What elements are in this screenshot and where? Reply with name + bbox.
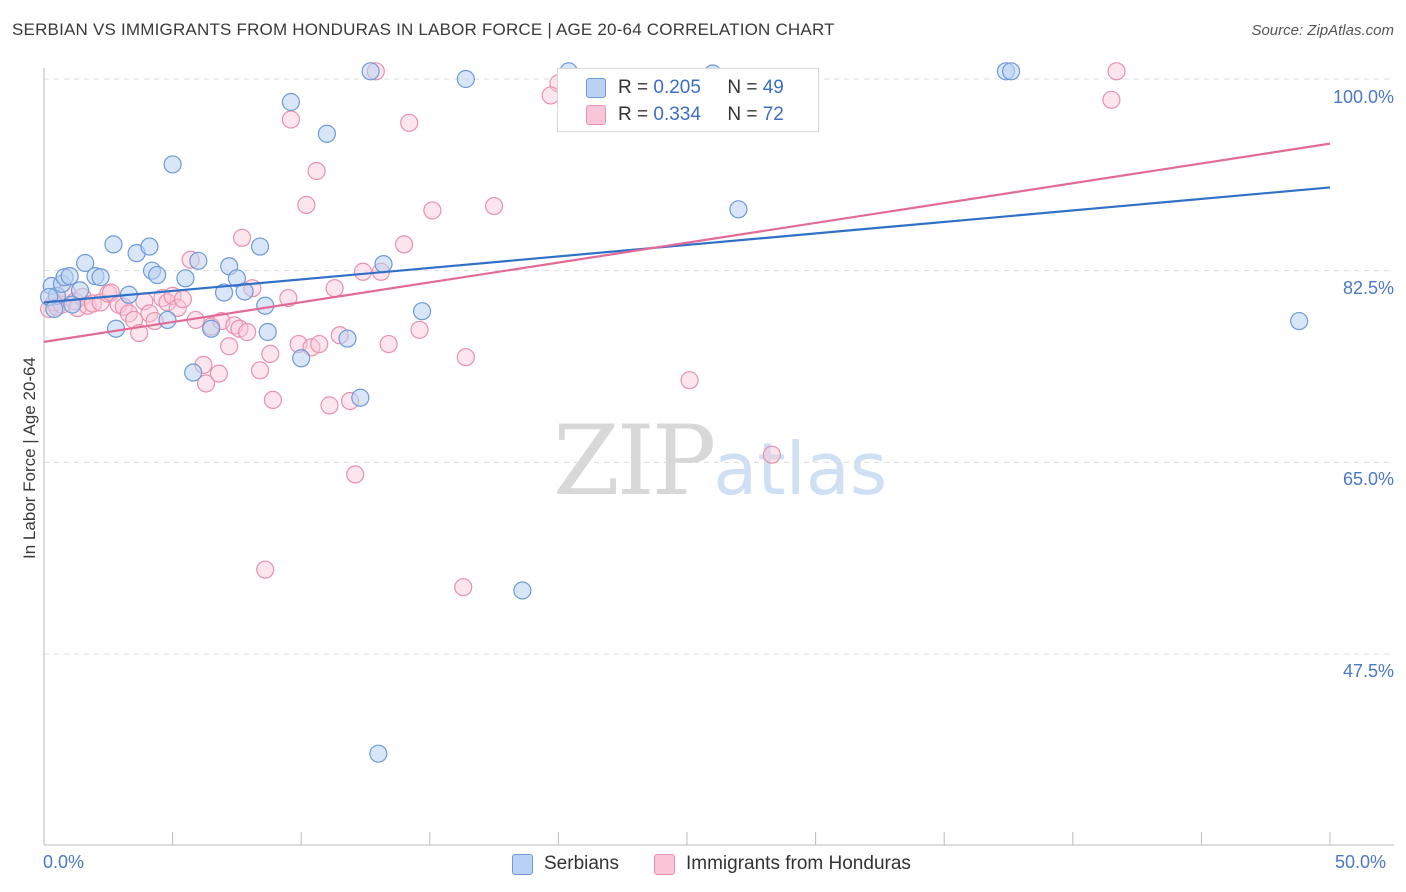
honduras-point [250, 361, 270, 380]
honduras-point [1102, 90, 1121, 109]
serbians-point [256, 296, 275, 315]
trend-lines [43, 142, 1331, 343]
honduras-swatch [654, 854, 675, 875]
honduras-point [196, 374, 216, 393]
serbians-point [76, 253, 95, 273]
watermark: ZIPatlas [553, 405, 887, 517]
serbians-point [317, 124, 337, 143]
honduras-point [394, 235, 414, 254]
honduras-point [762, 445, 781, 464]
serbians-point [456, 69, 475, 89]
chart-title: SERBIAN VS IMMIGRANTS FROM HONDURAS IN L… [12, 20, 835, 39]
serbians-point [148, 265, 167, 285]
honduras-point [485, 196, 504, 216]
serbians-point [70, 281, 90, 300]
serbians-point [163, 155, 182, 174]
serbians-point [369, 744, 388, 763]
honduras-point [353, 262, 373, 281]
serbians-n-value: 49 [762, 77, 784, 98]
serbians-point [189, 251, 208, 270]
stats-legend: R = 0.205 N = 49 R = 0.334 N = 72 [557, 68, 819, 132]
serbians-swatch [512, 854, 533, 875]
honduras-point [209, 364, 228, 383]
serbians-point [104, 235, 123, 254]
serbians-point [91, 268, 110, 287]
honduras-trend-line [43, 142, 1331, 343]
honduras-swatch [586, 105, 606, 125]
y-tick-label: 100.0% [1332, 87, 1394, 107]
n-label: N = [727, 77, 758, 98]
serbians-point [250, 237, 270, 256]
serbians-point [202, 319, 221, 338]
serbians-legend-label: Serbians [544, 853, 619, 874]
x-tick-label-min: 0.0% [43, 852, 85, 872]
honduras-point [310, 334, 329, 354]
serbians-point [235, 282, 254, 301]
honduras-point [307, 161, 326, 181]
serbians-trend-line [43, 186, 1331, 304]
honduras-point [238, 322, 257, 342]
honduras-point [263, 390, 283, 410]
serbians-point [258, 322, 277, 342]
serbians-point [1290, 311, 1309, 331]
y-axis-label: In Labor Force | Age 20-64 [20, 357, 39, 559]
honduras-point [1107, 62, 1126, 81]
honduras-point [320, 396, 339, 415]
honduras-point [454, 578, 473, 597]
x-tick-label-max: 50.0% [1335, 852, 1387, 872]
honduras-point [220, 337, 239, 356]
honduras-point [325, 279, 344, 298]
y-tick-label: 47.5% [1342, 661, 1394, 681]
serbians-point [60, 267, 79, 286]
serbians-point [338, 329, 357, 348]
honduras-point [456, 348, 475, 367]
watermark-zip: ZIP [553, 405, 716, 517]
serbians-point [214, 283, 234, 302]
serbians-r-value: 0.205 [653, 77, 701, 98]
serbians-point [412, 302, 432, 321]
serbians-point [1001, 62, 1021, 81]
honduras-point [423, 201, 442, 220]
honduras-n-value: 72 [762, 104, 784, 125]
y-tick-label: 65.0% [1342, 469, 1394, 489]
serbians-point [513, 581, 532, 600]
serbians-point [176, 269, 195, 288]
honduras-legend-label: Immigrants from Honduras [686, 853, 911, 874]
serbians-point [158, 310, 177, 330]
honduras-point [279, 288, 298, 308]
honduras-point [400, 113, 419, 132]
serbians-point [729, 200, 748, 219]
honduras-point [281, 110, 301, 129]
serbians-points [40, 62, 1309, 763]
honduras-point [173, 290, 192, 309]
honduras-point [232, 228, 252, 247]
honduras-point [168, 298, 187, 318]
serbians-point [292, 349, 311, 368]
watermark-atlas: atlas [713, 427, 888, 511]
honduras-point [261, 344, 280, 364]
serbians-swatch [586, 78, 606, 98]
n-label: N = [727, 104, 758, 125]
axes [43, 68, 1394, 846]
honduras-point [346, 465, 365, 484]
serbians-point [184, 363, 203, 382]
serbians-point [351, 388, 370, 407]
honduras-r-value: 0.334 [653, 104, 701, 125]
r-label: R = [618, 77, 649, 98]
serbians-point [374, 254, 393, 274]
serbians-point [140, 237, 159, 256]
honduras-point [379, 334, 398, 354]
y-tick-label: 82.5% [1342, 278, 1394, 298]
honduras-point [297, 195, 316, 215]
honduras-point [410, 320, 429, 339]
r-label: R = [618, 104, 649, 125]
serbians-point [281, 92, 301, 112]
serbians-point [106, 319, 126, 338]
honduras-point [680, 371, 699, 390]
honduras-point [256, 560, 275, 579]
serbians-point [361, 62, 380, 81]
source-credit: Source: ZipAtlas.com [1251, 22, 1394, 39]
